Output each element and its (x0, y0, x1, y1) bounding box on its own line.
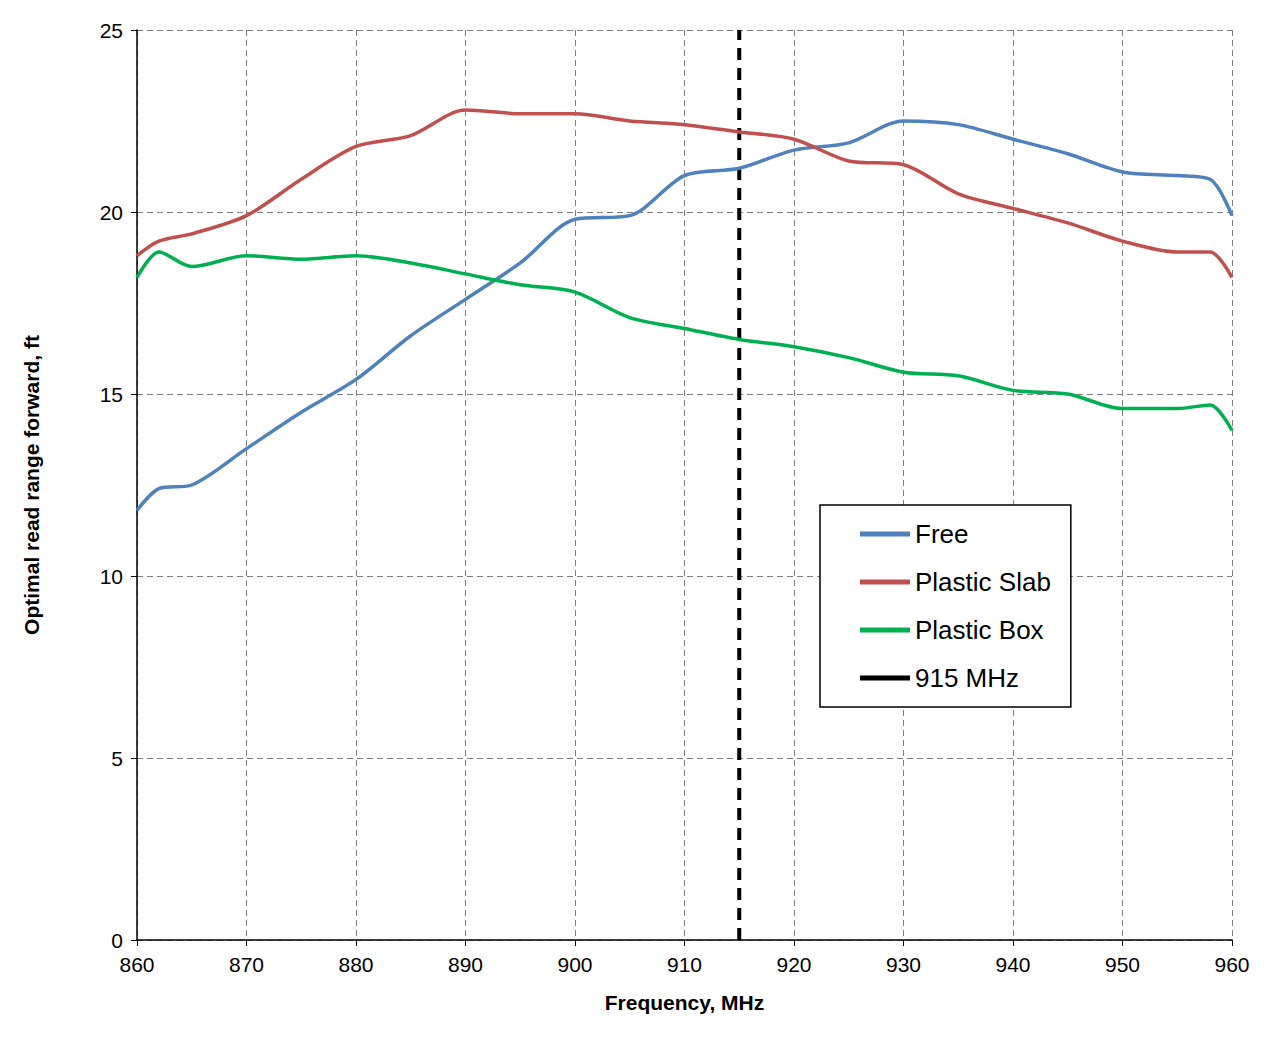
svg-text:940: 940 (995, 953, 1030, 976)
svg-text:950: 950 (1105, 953, 1140, 976)
svg-text:15: 15 (100, 383, 123, 406)
svg-text:920: 920 (776, 953, 811, 976)
svg-text:910: 910 (667, 953, 702, 976)
svg-text:890: 890 (448, 953, 483, 976)
svg-text:915 MHz: 915 MHz (915, 663, 1019, 693)
svg-text:Plastic Box: Plastic Box (915, 615, 1044, 645)
svg-text:900: 900 (557, 953, 592, 976)
svg-text:0: 0 (111, 929, 123, 952)
svg-text:870: 870 (229, 953, 264, 976)
svg-text:860: 860 (119, 953, 154, 976)
svg-text:25: 25 (100, 19, 123, 42)
svg-text:Optimal read range forward, ft: Optimal read range forward, ft (20, 335, 43, 635)
svg-text:Free: Free (915, 519, 968, 549)
svg-text:10: 10 (100, 565, 123, 588)
svg-text:20: 20 (100, 201, 123, 224)
svg-text:880: 880 (338, 953, 373, 976)
svg-text:960: 960 (1214, 953, 1249, 976)
svg-text:5: 5 (111, 747, 123, 770)
svg-text:Frequency, MHz: Frequency, MHz (605, 991, 764, 1014)
svg-text:Plastic Slab: Plastic Slab (915, 567, 1051, 597)
svg-text:930: 930 (886, 953, 921, 976)
